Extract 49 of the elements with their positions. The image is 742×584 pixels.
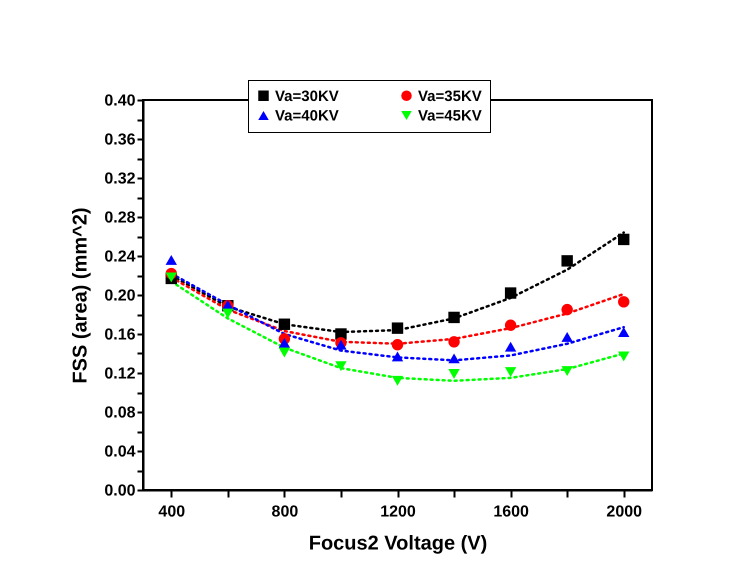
point [448,369,460,379]
legend-label: Va=30KV [275,88,339,105]
y-tick-label: 0.32 [104,170,136,188]
point [561,366,573,376]
point [504,367,516,377]
y-tick-label: 0.24 [104,248,136,266]
point [392,376,404,386]
x-tick-label: 800 [272,504,298,520]
point [335,340,347,350]
x-tick-label: 2000 [606,504,642,520]
point [278,348,290,358]
point [561,304,573,316]
point [448,336,460,348]
point [448,353,460,364]
y-tick-label: 0.04 [104,444,136,460]
y-tick-label: 0.40 [104,92,136,110]
point [392,322,404,334]
legend-label: Va=40KV [275,108,339,124]
point [392,351,404,362]
point [504,287,516,299]
point [504,342,516,352]
y-axis-title: FSS (area) (mm^2) [69,207,92,384]
legend-label: Va=35KV [418,88,482,105]
y-tick-label: 0.08 [104,404,136,422]
x-axis-title: Focus2 Voltage (V) [308,532,488,554]
y-tick-label: 0.28 [104,210,136,226]
point [335,361,347,372]
y-tick-label: 0.16 [104,326,136,344]
point [504,320,516,331]
point [278,338,290,348]
x-tick-label: 1600 [493,504,530,520]
x-tick-label: 1200 [380,504,416,520]
point [222,308,234,318]
y-tick-label: 0.12 [104,366,136,382]
y-tick-label: 0.20 [104,288,136,304]
point [618,351,630,362]
point [278,318,290,330]
point [561,332,573,342]
point [392,339,404,350]
x-tick-label: 400 [158,504,186,520]
point [618,234,630,246]
legend-label: Va=45KV [418,108,482,124]
point [448,312,460,324]
y-tick-label: 0.00 [104,482,136,500]
point [618,327,630,337]
point [618,296,630,308]
y-tick-label: 0.36 [104,132,136,148]
point [166,254,177,265]
point [561,255,573,267]
